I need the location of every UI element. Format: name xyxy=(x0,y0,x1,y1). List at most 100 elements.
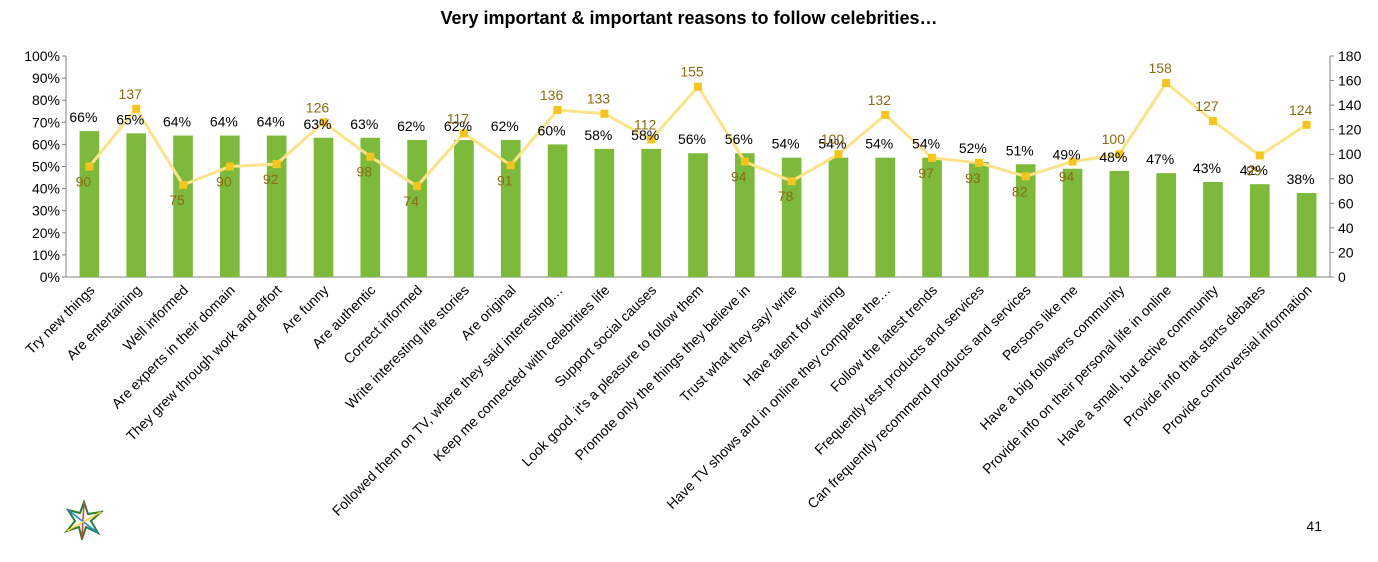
bar-value-label: 63% xyxy=(303,116,331,132)
line-marker xyxy=(647,135,656,144)
line-marker xyxy=(740,157,749,166)
line-value-label: 90 xyxy=(76,174,92,190)
bar-value-label: 54% xyxy=(912,136,940,152)
line-value-label: 74 xyxy=(403,193,419,209)
right-tick-label: 40 xyxy=(1338,220,1354,236)
line-value-label: 100 xyxy=(1102,131,1126,147)
bar xyxy=(1015,164,1036,277)
bar-value-label: 54% xyxy=(818,136,846,152)
bar-value-label: 42% xyxy=(1240,162,1268,178)
line-value-label: 99 xyxy=(1246,162,1262,178)
bar xyxy=(922,157,942,277)
bar-value-label: 63% xyxy=(350,116,378,132)
left-tick-label: 90% xyxy=(32,70,60,86)
bar xyxy=(407,139,427,277)
right-tick-label: 160 xyxy=(1338,73,1362,89)
bar xyxy=(547,144,568,277)
page-number: 41 xyxy=(1306,518,1322,534)
bar-value-label: 64% xyxy=(210,114,238,130)
line-marker xyxy=(413,182,422,191)
line-marker xyxy=(694,82,702,91)
bar xyxy=(875,157,896,277)
bar-value-label: 62% xyxy=(397,118,425,134)
bar xyxy=(641,148,662,277)
bar xyxy=(79,131,100,277)
left-tick-label: 70% xyxy=(32,114,60,130)
line-value-label: 132 xyxy=(868,92,892,108)
line-marker xyxy=(272,160,281,169)
left-tick-label: 30% xyxy=(32,203,60,219)
bar-value-label: 38% xyxy=(1287,171,1315,187)
bar xyxy=(173,135,193,277)
category-label: Have TV shows and in online they complet… xyxy=(663,282,893,512)
line-value-label: 93 xyxy=(965,170,981,186)
line-marker xyxy=(834,150,843,159)
line-value-label: 75 xyxy=(169,192,185,208)
line-marker xyxy=(1068,157,1077,166)
bar-value-label: 43% xyxy=(1193,160,1221,176)
bar-value-label: 58% xyxy=(631,127,659,143)
line-value-label: 158 xyxy=(1148,60,1172,76)
bar-value-label: 66% xyxy=(69,109,97,125)
right-tick-label: 100 xyxy=(1338,146,1362,162)
bar-value-label: 54% xyxy=(772,136,800,152)
bar xyxy=(313,137,334,277)
line-marker xyxy=(928,153,937,162)
line-marker xyxy=(553,106,562,115)
bar xyxy=(688,153,708,277)
line-marker xyxy=(1255,151,1264,160)
line-value-label: 136 xyxy=(540,87,564,103)
left-tick-label: 60% xyxy=(32,136,60,152)
bar xyxy=(781,157,802,277)
category-label: Promote only the things they believe in xyxy=(572,282,753,463)
multicolor-star-logo xyxy=(64,498,105,543)
right-tick-label: 0 xyxy=(1338,269,1346,285)
bar-value-label: 48% xyxy=(1099,149,1127,165)
left-tick-label: 20% xyxy=(32,225,60,241)
bar xyxy=(828,157,849,277)
right-tick-label: 120 xyxy=(1338,122,1362,138)
line-value-label: 155 xyxy=(680,64,704,80)
line-value-label: 133 xyxy=(587,91,611,107)
bar xyxy=(594,148,615,277)
line-value-label: 124 xyxy=(1289,102,1313,118)
bar xyxy=(734,153,755,277)
left-tick-label: 10% xyxy=(32,247,60,263)
bar xyxy=(126,133,147,277)
bar-value-label: 62% xyxy=(444,118,472,134)
right-tick-label: 60 xyxy=(1338,195,1354,211)
line-value-label: 126 xyxy=(306,99,330,115)
bar xyxy=(969,162,989,277)
line-value-label: 127 xyxy=(1195,98,1219,114)
line-value-label: 97 xyxy=(918,165,934,181)
bar xyxy=(1249,184,1270,277)
bar-value-label: 64% xyxy=(257,114,285,130)
line-marker xyxy=(600,109,609,118)
right-tick-label: 20 xyxy=(1338,244,1354,260)
left-tick-label: 50% xyxy=(32,159,60,175)
line-marker xyxy=(85,162,94,171)
bar-value-label: 56% xyxy=(725,131,753,147)
bar xyxy=(1109,170,1130,277)
bar-value-label: 64% xyxy=(163,114,191,130)
line-marker xyxy=(1115,150,1124,159)
left-tick-label: 40% xyxy=(32,181,60,197)
category-label: Correct informed xyxy=(340,282,425,367)
line-marker xyxy=(132,104,141,113)
bar-value-label: 58% xyxy=(584,127,612,143)
bar xyxy=(1203,181,1223,277)
line-marker xyxy=(1162,79,1171,88)
bar-value-label: 65% xyxy=(116,111,144,127)
line-value-label: 78 xyxy=(778,188,794,204)
left-tick-label: 100% xyxy=(24,48,60,64)
line-marker xyxy=(974,158,983,167)
bar-value-label: 60% xyxy=(538,122,566,138)
line-value-label: 90 xyxy=(216,174,232,190)
line-marker xyxy=(1302,120,1311,129)
right-tick-label: 180 xyxy=(1338,48,1362,64)
bar-value-label: 56% xyxy=(678,131,706,147)
category-label: Can frequently recommend products and se… xyxy=(804,282,1034,512)
bar xyxy=(360,137,381,277)
